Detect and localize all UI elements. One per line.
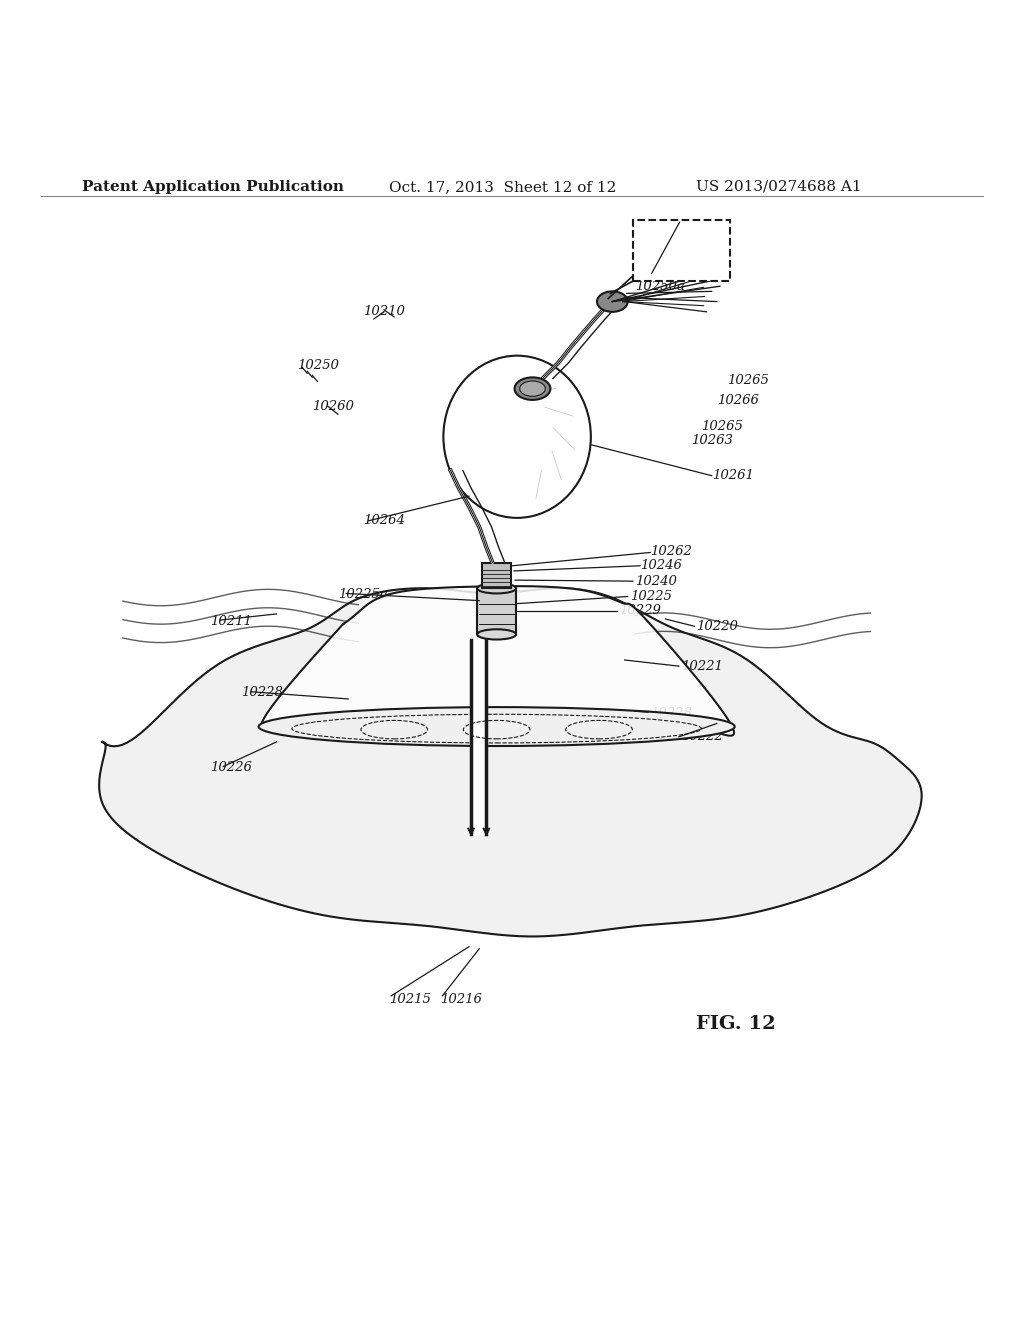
Bar — [477, 589, 516, 635]
Text: 10266: 10266 — [717, 395, 759, 408]
Ellipse shape — [597, 292, 628, 312]
Text: 10250a: 10250a — [635, 280, 685, 293]
Text: 10263: 10263 — [691, 434, 733, 447]
Text: 10265: 10265 — [701, 420, 743, 433]
Text: 10261: 10261 — [712, 469, 754, 482]
FancyBboxPatch shape — [633, 219, 730, 281]
Text: 10216: 10216 — [440, 994, 482, 1006]
Text: 10265: 10265 — [727, 374, 769, 387]
Text: US 2013/0274688 A1: US 2013/0274688 A1 — [696, 180, 862, 194]
Text: 10222: 10222 — [681, 730, 723, 743]
Text: 10221: 10221 — [681, 660, 723, 673]
Text: 10228: 10228 — [650, 706, 692, 719]
Text: 10240: 10240 — [635, 574, 677, 587]
Text: 10225a: 10225a — [338, 587, 388, 601]
Text: 10228: 10228 — [241, 686, 283, 700]
Text: Oct. 17, 2013  Sheet 12 of 12: Oct. 17, 2013 Sheet 12 of 12 — [389, 180, 616, 194]
Text: FIG. 12: FIG. 12 — [696, 1015, 776, 1032]
Ellipse shape — [258, 708, 735, 746]
Text: 10260: 10260 — [312, 400, 354, 413]
Text: 10226: 10226 — [210, 762, 252, 774]
Text: 10220: 10220 — [696, 619, 738, 632]
Ellipse shape — [477, 630, 516, 639]
Text: 10264: 10264 — [364, 515, 406, 527]
Ellipse shape — [443, 355, 591, 517]
Polygon shape — [99, 589, 922, 936]
Ellipse shape — [477, 583, 516, 594]
Text: 10229: 10229 — [620, 605, 662, 618]
Polygon shape — [261, 586, 734, 735]
Ellipse shape — [515, 378, 551, 400]
Text: 10267: 10267 — [466, 378, 508, 391]
Text: 10210: 10210 — [364, 305, 406, 318]
Ellipse shape — [520, 381, 545, 396]
Text: 10225: 10225 — [630, 590, 672, 603]
Text: 10262: 10262 — [650, 545, 692, 558]
Text: Patent Application Publication: Patent Application Publication — [82, 180, 344, 194]
Text: 10246: 10246 — [640, 560, 682, 573]
Bar — [482, 562, 511, 589]
Text: 10211: 10211 — [210, 615, 252, 627]
Text: 10250: 10250 — [297, 359, 339, 372]
Text: 10215: 10215 — [389, 994, 431, 1006]
